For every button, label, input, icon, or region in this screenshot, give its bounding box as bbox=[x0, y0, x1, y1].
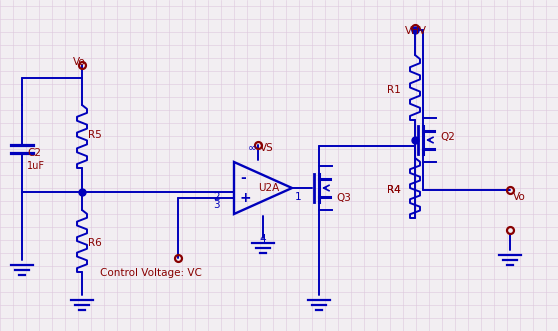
Text: +: + bbox=[240, 191, 252, 206]
Text: Q2: Q2 bbox=[440, 132, 455, 142]
Text: VS: VS bbox=[260, 143, 274, 153]
Text: 4: 4 bbox=[259, 234, 266, 244]
Text: Control Voltage: VC: Control Voltage: VC bbox=[100, 268, 202, 278]
Text: R1: R1 bbox=[387, 85, 401, 95]
Text: Vo: Vo bbox=[73, 57, 86, 67]
Text: 2: 2 bbox=[213, 192, 220, 202]
Text: R4: R4 bbox=[387, 185, 401, 195]
Text: 3: 3 bbox=[213, 200, 220, 211]
Text: 1: 1 bbox=[295, 192, 302, 202]
Text: R4: R4 bbox=[387, 185, 401, 195]
Text: Vo: Vo bbox=[513, 192, 526, 202]
Text: Q3: Q3 bbox=[336, 193, 351, 203]
Text: -: - bbox=[240, 170, 246, 185]
Text: C2: C2 bbox=[27, 148, 41, 158]
Text: ∞: ∞ bbox=[248, 143, 257, 153]
Text: VHV: VHV bbox=[405, 26, 427, 36]
Text: U2A: U2A bbox=[258, 183, 279, 193]
Text: R6: R6 bbox=[88, 238, 102, 248]
Text: R5: R5 bbox=[88, 130, 102, 140]
Text: 1uF: 1uF bbox=[27, 161, 45, 171]
